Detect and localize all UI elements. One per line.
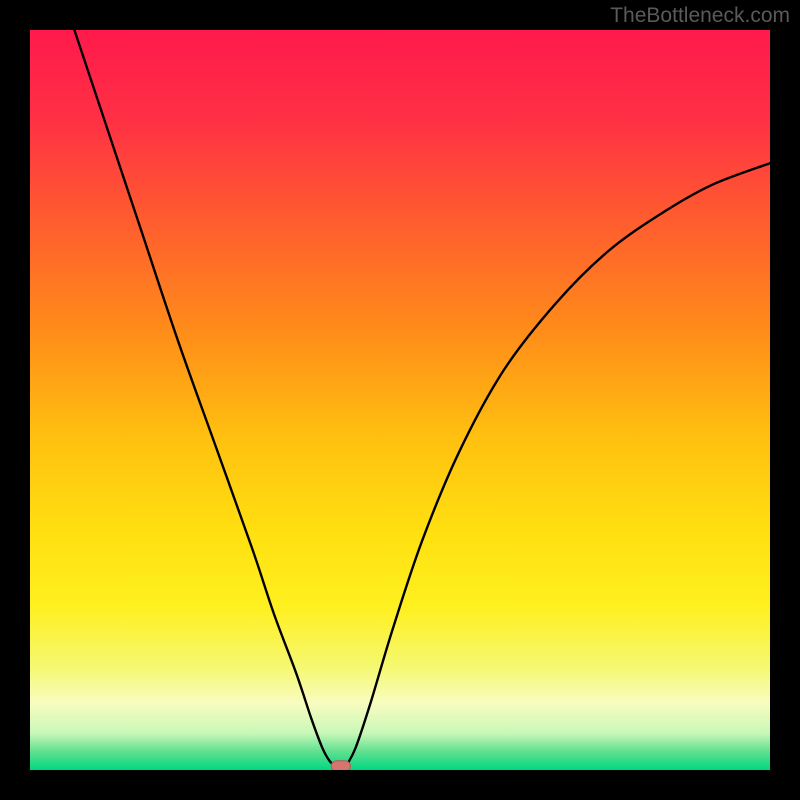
- chart-svg: [30, 30, 770, 770]
- chart-background: [30, 30, 770, 770]
- chart-marker: [331, 761, 350, 770]
- chart-plot-area: [30, 30, 770, 770]
- watermark-text: TheBottleneck.com: [610, 4, 790, 28]
